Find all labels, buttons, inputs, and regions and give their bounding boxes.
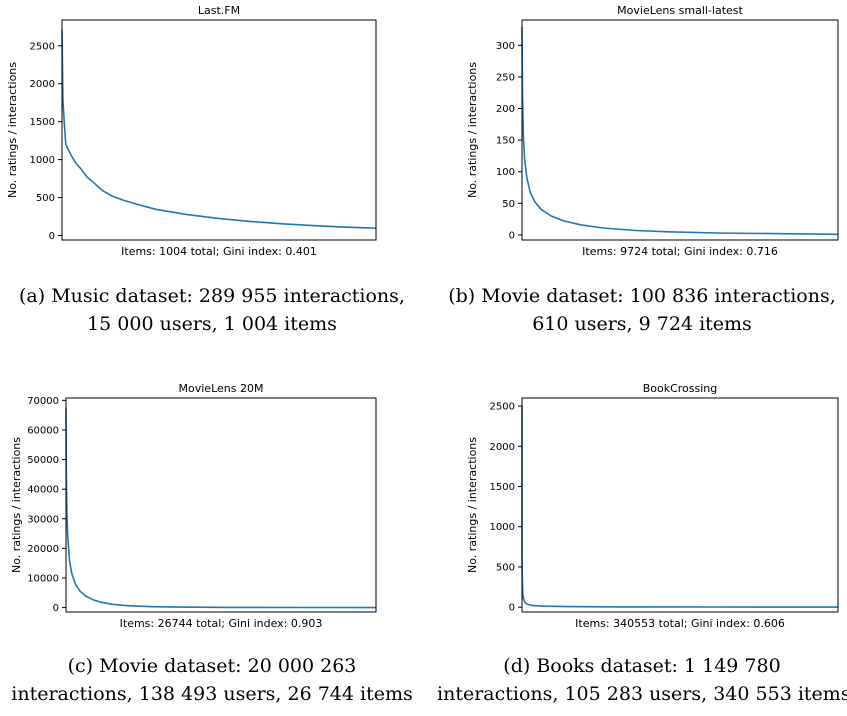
caption-b: (b) Movie dataset: 100 836 interactions,… (437, 282, 847, 338)
movielens-small-title: MovieLens small-latest (617, 4, 743, 17)
lastfm-ytick-label: 1500 (30, 117, 55, 128)
lastfm-ytick-label: 0 (49, 231, 55, 242)
movielens-20m-ytick-label: 10000 (27, 573, 59, 584)
lastfm-x-axis-label: Items: 1004 total; Gini index: 0.401 (121, 245, 317, 258)
caption-d-line1: (d) Books dataset: 1 149 780 (503, 655, 781, 677)
lastfm-y-axis-label: No. ratings / interactions (6, 62, 19, 198)
movielens-20m-title: MovieLens 20M (179, 382, 264, 395)
movielens-small-ytick-label: 250 (496, 72, 515, 83)
movielens-20m-ytick-label: 30000 (27, 514, 59, 525)
movielens-20m-ytick-label: 20000 (27, 544, 59, 555)
movielens-small-ytick-label: 50 (502, 199, 515, 210)
lastfm-chart: Last.FM 0 500 1000 1500 2000 2500 Items: 1004 t… (6, 4, 377, 258)
caption-c-line2: interactions, 138 493 users, 26 744 item… (11, 683, 413, 705)
bookcrossing-ytick-label: 500 (496, 562, 515, 573)
caption-b-line1: (b) Movie dataset: 100 836 interactions, (448, 285, 836, 307)
bookcrossing-ytick-label: 1500 (490, 482, 515, 493)
movielens-small-y-axis-label: No. ratings / interactions (466, 62, 479, 198)
bookcrossing-series-line (521, 405, 839, 608)
bookcrossing-y-axis-label: No. ratings / interactions (466, 437, 479, 573)
movielens-20m-y-axis-label: No. ratings / interactions (10, 437, 23, 573)
caption-a-line1: (a) Music dataset: 289 955 interactions, (19, 285, 405, 307)
lastfm-ytick-label: 2000 (30, 79, 55, 90)
movielens-small-ytick-label: 300 (496, 41, 515, 52)
caption-a: (a) Music dataset: 289 955 interactions,… (0, 282, 424, 338)
movielens-20m-ytick-label: 50000 (27, 455, 59, 466)
lastfm-plot-frame (61, 19, 377, 241)
lastfm-ytick-label: 500 (36, 193, 55, 204)
movielens-small-x-axis-label: Items: 9724 total; Gini index: 0.716 (582, 245, 778, 258)
lastfm-series-line (61, 29, 377, 229)
lastfm-title: Last.FM (198, 4, 240, 17)
bookcrossing-plot-frame (521, 397, 839, 613)
movielens-small-series-line (521, 26, 839, 236)
caption-b-line2: 610 users, 9 724 items (532, 313, 752, 335)
bookcrossing-title: BookCrossing (643, 382, 718, 395)
movielens-small-chart: MovieLens small-latest 0 50 100 150 200 250 300… (466, 4, 839, 258)
movielens-20m-chart: MovieLens 20M 0 10000 20000 30000 40000 50000 6… (10, 382, 377, 630)
bookcrossing-chart: BookCrossing 0 500 1000 1500 2000 2500 Items: 3… (466, 382, 839, 630)
movielens-20m-series-line (65, 408, 377, 609)
lastfm-ytick-label: 1000 (30, 155, 55, 166)
movielens-20m-x-axis-label: Items: 26744 total; Gini index: 0.903 (120, 617, 323, 630)
caption-a-line2: 15 000 users, 1 004 items (87, 313, 337, 335)
caption-c-line1: (c) Movie dataset: 20 000 263 (67, 655, 357, 677)
caption-d-line2: interactions, 105 283 users, 340 553 ite… (437, 683, 847, 705)
bookcrossing-ytick-label: 1000 (490, 522, 515, 533)
movielens-20m-ytick-label: 70000 (27, 396, 59, 407)
movielens-small-plot-frame (521, 19, 839, 241)
movielens-20m-ytick-label: 60000 (27, 425, 59, 436)
bookcrossing-ytick-label: 2000 (490, 442, 515, 453)
movielens-20m-ytick-label: 0 (53, 603, 59, 614)
caption-c: (c) Movie dataset: 20 000 263 interactio… (0, 652, 424, 708)
movielens-small-ytick-label: 200 (496, 104, 515, 115)
bookcrossing-ytick-label: 2500 (490, 402, 515, 413)
lastfm-ytick-label: 2500 (30, 41, 55, 52)
caption-d: (d) Books dataset: 1 149 780 interaction… (437, 652, 847, 708)
movielens-small-ytick-label: 100 (496, 167, 515, 178)
movielens-20m-plot-frame (65, 397, 377, 613)
movielens-small-ytick-label: 150 (496, 136, 515, 147)
bookcrossing-ytick-label: 0 (509, 603, 515, 614)
movielens-20m-ytick-label: 40000 (27, 485, 59, 496)
movielens-small-ytick-label: 0 (509, 230, 515, 241)
bookcrossing-x-axis-label: Items: 340553 total; Gini index: 0.606 (575, 617, 785, 630)
